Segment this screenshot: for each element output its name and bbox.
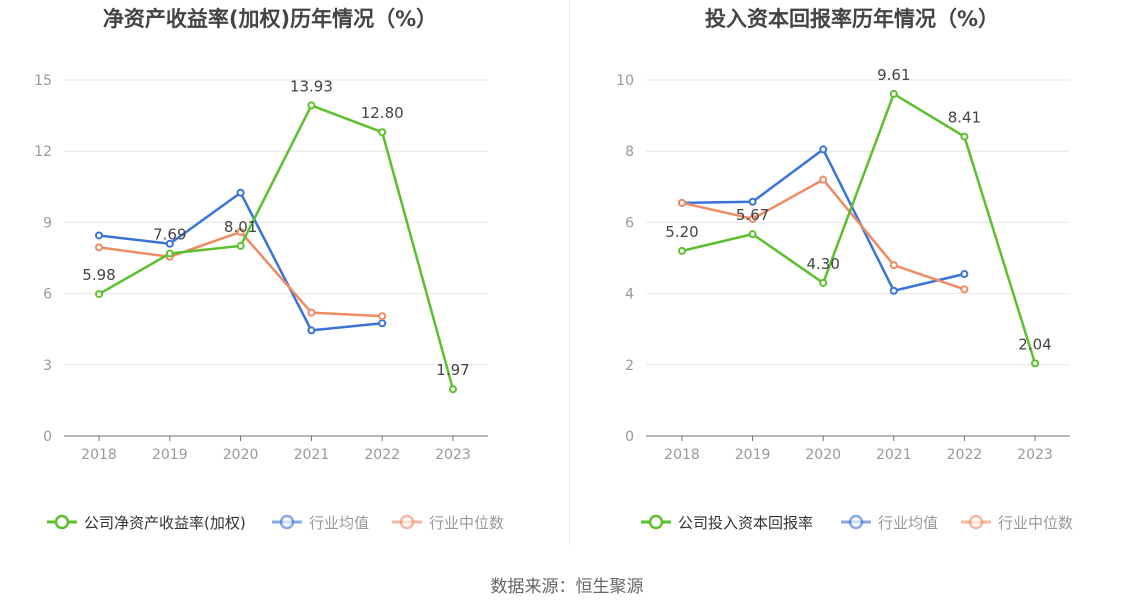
series-line-2 xyxy=(98,191,383,332)
data-point xyxy=(889,261,898,270)
legend-marker xyxy=(399,514,415,530)
data-label: 1.97 xyxy=(436,361,469,379)
legend-label: 公司净资产收益率(加权) xyxy=(84,514,246,532)
data-point xyxy=(748,214,757,223)
panel-divider xyxy=(569,0,570,545)
y-tick-label: 12 xyxy=(34,144,52,160)
legend-marker xyxy=(648,514,664,530)
series-line-1 xyxy=(681,92,1037,364)
data-label: 2.04 xyxy=(1018,335,1051,353)
y-tick-label: 3 xyxy=(43,358,52,374)
x-tick-label: 2020 xyxy=(223,447,259,463)
data-point xyxy=(960,270,969,279)
x-tick-label: 2018 xyxy=(81,447,117,463)
data-point xyxy=(678,198,686,207)
x-tick-label: 2019 xyxy=(735,447,771,463)
data-point xyxy=(819,145,828,154)
data-point xyxy=(678,246,686,255)
data-label: 9.61 xyxy=(877,66,910,84)
data-source-footer: 数据来源：恒生聚源 xyxy=(490,577,644,597)
legend-label: 行业均值 xyxy=(878,514,938,532)
chart-title: 净资产收益率(加权)历年情况（%） xyxy=(103,7,437,31)
x-tick-label: 2021 xyxy=(876,447,912,463)
data-label: 12.80 xyxy=(361,104,404,122)
data-point xyxy=(236,241,245,250)
data-point xyxy=(378,312,387,321)
chart-panel-1: 净资产收益率(加权)历年情况（%） 0 3 6 9 12 15 2018 2019 2020 202… xyxy=(34,7,504,532)
data-point xyxy=(307,326,316,335)
chart-title: 投入资本回报率历年情况（%） xyxy=(705,7,999,31)
data-label: 5.67 xyxy=(736,206,769,224)
y-tick-label: 15 xyxy=(34,73,52,89)
y-tick-label: 9 xyxy=(43,215,52,231)
data-label: 8.01 xyxy=(224,218,257,236)
data-point xyxy=(819,175,828,184)
data-point xyxy=(889,286,898,295)
legend-label: 行业中位数 xyxy=(429,514,504,532)
y-tick-label: 0 xyxy=(625,429,634,445)
data-point xyxy=(236,227,245,236)
y-tick-label: 6 xyxy=(625,215,634,231)
data-point xyxy=(165,249,174,258)
data-label: 5.98 xyxy=(82,266,115,284)
data-point xyxy=(1031,359,1039,368)
legend-label: 公司投入资本回报率 xyxy=(678,514,813,532)
data-point xyxy=(95,231,103,240)
x-tick-label: 2018 xyxy=(664,447,700,463)
y-tick-label: 6 xyxy=(43,287,52,303)
data-point xyxy=(307,308,316,317)
data-point xyxy=(748,230,757,239)
data-point xyxy=(889,89,898,98)
data-label: 7.69 xyxy=(153,225,186,243)
x-tick-label: 2022 xyxy=(947,447,983,463)
data-label: 5.20 xyxy=(665,223,698,241)
data-label: 13.93 xyxy=(290,77,333,95)
data-point xyxy=(378,319,387,328)
legend-label: 行业中位数 xyxy=(998,514,1073,532)
data-point xyxy=(748,197,757,206)
legend-marker xyxy=(968,514,984,530)
chart-panel-2: 投入资本回报率历年情况（%） 0 2 4 6 8 10 2018 2019 2020 2021 202… xyxy=(616,7,1073,532)
y-tick-label: 4 xyxy=(625,287,634,303)
data-point xyxy=(95,243,103,252)
data-point xyxy=(236,188,245,197)
y-tick-label: 0 xyxy=(43,429,52,445)
y-tick-label: 2 xyxy=(625,358,634,374)
data-point xyxy=(307,101,316,110)
data-point xyxy=(960,132,969,141)
data-point xyxy=(819,278,828,287)
data-point xyxy=(378,128,387,137)
x-tick-label: 2023 xyxy=(435,447,471,463)
legend-label: 行业均值 xyxy=(309,514,369,532)
legend-marker xyxy=(54,514,70,530)
legend-marker xyxy=(279,514,295,530)
data-point xyxy=(449,385,457,394)
series-line-1 xyxy=(98,104,455,390)
y-tick-label: 8 xyxy=(625,144,634,160)
data-point xyxy=(165,239,174,248)
data-label: 8.41 xyxy=(948,109,981,127)
data-label: 4.30 xyxy=(806,255,839,273)
x-tick-label: 2019 xyxy=(152,447,188,463)
data-point xyxy=(960,285,969,294)
x-tick-label: 2023 xyxy=(1017,447,1053,463)
data-point xyxy=(95,290,103,299)
x-tick-label: 2022 xyxy=(364,447,400,463)
x-tick-label: 2021 xyxy=(294,447,330,463)
legend-marker xyxy=(848,514,864,530)
y-tick-label: 10 xyxy=(616,73,634,89)
x-tick-label: 2020 xyxy=(805,447,841,463)
